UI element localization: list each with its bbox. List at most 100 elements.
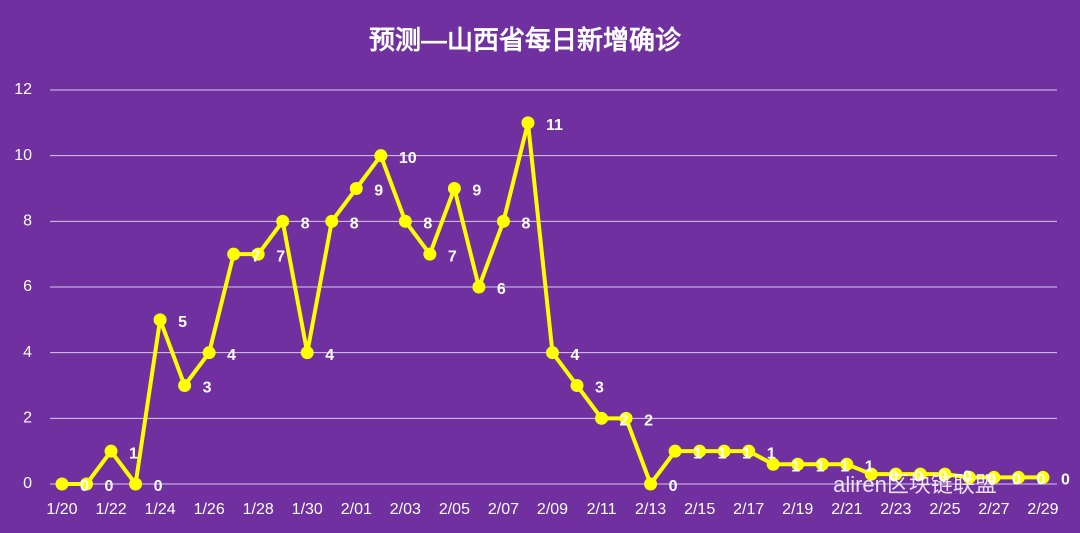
- marker: [153, 313, 167, 327]
- marker: [472, 280, 486, 294]
- data-label: 1: [767, 445, 776, 462]
- data-label: 2: [620, 413, 629, 430]
- marker: [423, 247, 437, 261]
- data-label: 0: [889, 468, 898, 485]
- data-label: 1: [129, 445, 138, 462]
- marker: [840, 457, 854, 471]
- data-label: 7: [448, 248, 457, 265]
- marker: [938, 467, 952, 481]
- x-tick-label: 2/03: [390, 501, 421, 518]
- marker: [913, 467, 927, 481]
- marker: [349, 182, 363, 195]
- marker: [129, 477, 143, 491]
- marker: [791, 457, 805, 471]
- marker: [104, 444, 118, 458]
- marker: [742, 444, 756, 458]
- data-label: 0: [938, 468, 947, 485]
- x-tick-label: 2/25: [929, 501, 960, 518]
- x-tick-label: 2/07: [488, 501, 519, 518]
- data-label: 0: [669, 478, 678, 495]
- marker: [227, 247, 241, 261]
- data-label: 1: [791, 459, 800, 476]
- x-tick-label: 2/01: [341, 501, 372, 518]
- marker: [693, 444, 707, 458]
- x-tick-label: 1/20: [46, 501, 77, 518]
- x-tick-label: 1/24: [145, 501, 176, 518]
- marker: [717, 444, 731, 458]
- marker: [619, 411, 633, 425]
- data-label: 9: [472, 183, 481, 200]
- x-tick-label: 1/26: [194, 501, 225, 518]
- data-label: 4: [227, 347, 236, 364]
- x-tick-label: 2/15: [684, 501, 715, 518]
- data-label: 9: [374, 183, 383, 200]
- data-label: 0: [914, 468, 923, 485]
- x-tick-label: 1/28: [243, 501, 274, 518]
- data-label: 0: [80, 478, 89, 495]
- data-label: 7: [252, 248, 261, 265]
- marker: [570, 379, 584, 392]
- data-label: 1: [693, 445, 702, 462]
- marker: [496, 214, 510, 228]
- y-tick-label: 4: [23, 344, 32, 361]
- data-label: 11: [546, 117, 563, 134]
- marker: [178, 379, 192, 392]
- marker: [251, 247, 265, 261]
- y-tick-label: 12: [14, 81, 32, 98]
- marker: [398, 214, 412, 228]
- data-label: 1: [865, 459, 874, 476]
- marker: [644, 477, 658, 491]
- data-label: 4: [571, 347, 580, 364]
- data-label: 0: [1061, 472, 1070, 489]
- marker: [668, 444, 682, 458]
- x-tick-label: 1/22: [95, 501, 126, 518]
- marker: [1011, 470, 1025, 484]
- data-label: 0: [1012, 472, 1021, 489]
- data-label: 8: [301, 216, 310, 233]
- y-tick-label: 8: [23, 213, 32, 230]
- marker: [987, 470, 1001, 484]
- y-tick-label: 6: [23, 278, 32, 295]
- data-label: 3: [203, 380, 212, 397]
- y-tick-label: 2: [23, 410, 32, 427]
- marker: [1036, 470, 1050, 484]
- x-tick-label: 2/23: [880, 501, 911, 518]
- x-tick-label: 2/11: [587, 501, 617, 518]
- x-tick-label: 2/05: [439, 501, 470, 518]
- data-label: 1: [718, 445, 727, 462]
- x-tick-label: 2/21: [831, 501, 862, 518]
- data-label: 8: [350, 216, 359, 233]
- marker: [55, 477, 69, 491]
- data-label: 0: [105, 478, 114, 495]
- x-tick-label: 2/19: [782, 501, 813, 518]
- data-label: 0: [154, 478, 163, 495]
- data-label: 1: [742, 445, 751, 462]
- marker: [80, 477, 94, 491]
- marker: [815, 457, 829, 471]
- data-label: 0: [1036, 472, 1045, 489]
- y-tick-label: 0: [23, 475, 32, 492]
- data-label: 1: [816, 459, 825, 476]
- x-tick-label: 2/17: [733, 501, 764, 518]
- marker: [202, 346, 216, 360]
- data-label: 0: [987, 472, 996, 489]
- data-label: 1: [840, 459, 849, 476]
- data-label: 10: [399, 150, 417, 167]
- marker: [300, 346, 314, 360]
- watermark: aliren区块链联盟: [833, 472, 997, 497]
- marker: [521, 116, 535, 130]
- data-label: 3: [595, 380, 604, 397]
- data-label: 8: [423, 216, 432, 233]
- y-tick-label: 10: [14, 147, 32, 164]
- marker: [447, 182, 461, 195]
- marker: [276, 214, 290, 228]
- marker: [864, 467, 878, 481]
- x-tick-label: 2/29: [1027, 501, 1058, 518]
- x-tick-label: 2/27: [978, 501, 1009, 518]
- data-label: 5: [178, 314, 187, 331]
- marker: [546, 346, 559, 360]
